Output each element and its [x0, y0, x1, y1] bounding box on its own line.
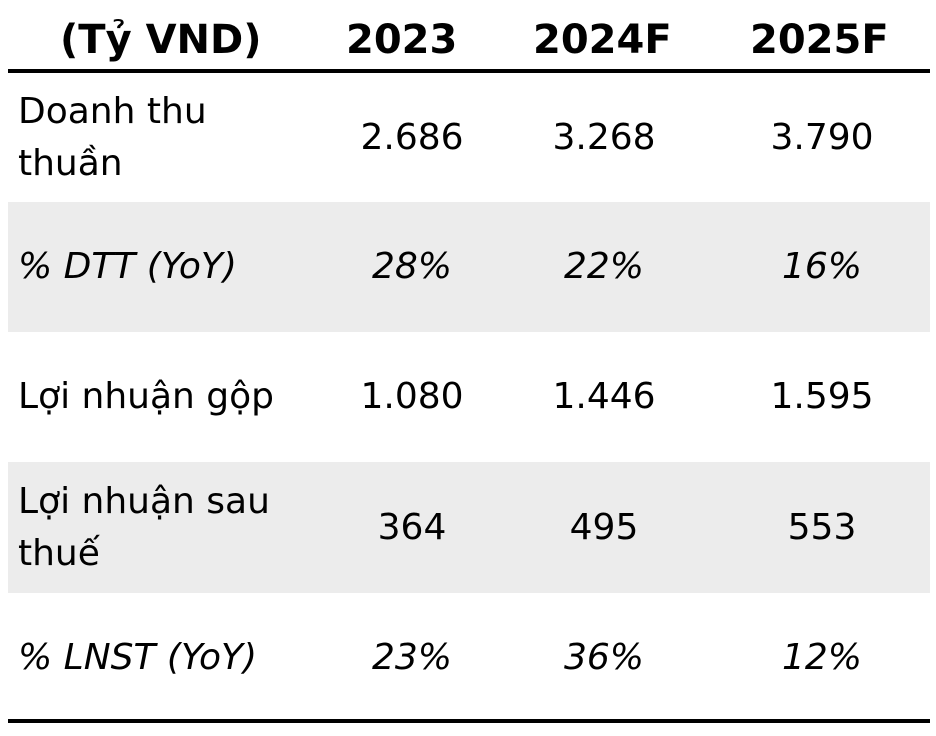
- cell-2025f: 12%: [781, 637, 862, 678]
- row-label: % DTT (YoY): [18, 246, 237, 287]
- table-bottom-rule: [8, 719, 930, 723]
- header-year-2023: 2023: [346, 17, 458, 63]
- row-label: Lợi nhuận sau thuế: [18, 480, 270, 574]
- header-unit: (Tỷ VND): [60, 17, 262, 63]
- cell-2023: 23%: [371, 637, 452, 678]
- table-row-net-revenue: Doanh thu thuần 2.686 3.268 3.790: [8, 73, 930, 202]
- row-label: % LNST (YoY): [18, 637, 258, 678]
- cell-2025f: 553: [787, 506, 857, 548]
- header-year-2024f: 2024F: [533, 17, 672, 63]
- cell-2023: 28%: [371, 246, 452, 287]
- cell-2025f: 1.595: [770, 376, 874, 417]
- cell-2024f: 36%: [563, 637, 644, 678]
- cell-2023: 2.686: [360, 116, 464, 158]
- table-header: (Tỷ VND) 2023 2024F 2025F: [8, 0, 930, 73]
- table-row-net-profit: Lợi nhuận sau thuế 364 495 553: [8, 462, 930, 593]
- row-label: Lợi nhuận gộp: [18, 376, 275, 417]
- table-row-gross-profit: Lợi nhuận gộp 1.080 1.446 1.595: [8, 332, 930, 462]
- cell-2025f: 3.790: [770, 116, 874, 158]
- cell-2024f: 3.268: [552, 116, 656, 158]
- cell-2025f: 16%: [781, 246, 862, 287]
- cell-2024f: 22%: [563, 246, 644, 287]
- row-label: Doanh thu thuần: [18, 90, 207, 184]
- cell-2024f: 495: [569, 506, 639, 548]
- cell-2024f: 1.446: [552, 376, 656, 417]
- table-row-net-profit-growth: % LNST (YoY) 23% 36% 12%: [8, 593, 930, 723]
- cell-2023: 1.080: [360, 376, 464, 417]
- table-row-revenue-growth: % DTT (YoY) 28% 22% 16%: [8, 202, 930, 332]
- cell-2023: 364: [377, 506, 447, 548]
- financial-table: (Tỷ VND) 2023 2024F 2025F Doanh thu thuầ…: [8, 0, 930, 723]
- header-year-2025f: 2025F: [750, 17, 889, 63]
